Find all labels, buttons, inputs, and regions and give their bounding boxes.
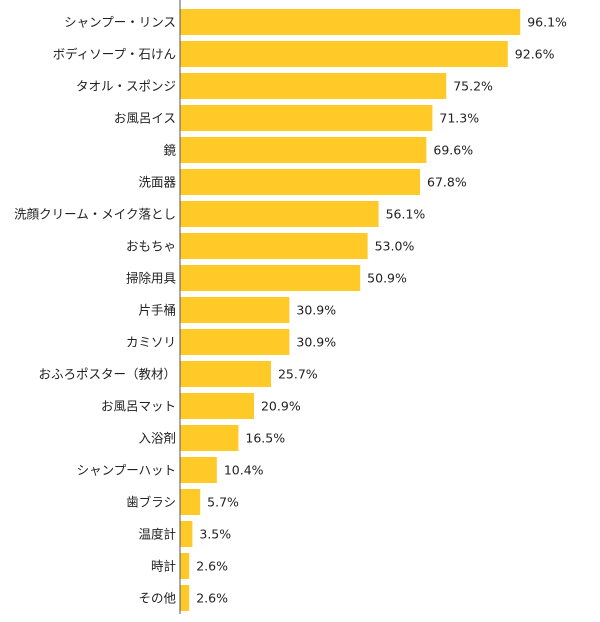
value-label: 20.9% [261, 399, 301, 414]
bar [180, 105, 433, 131]
bar [180, 521, 193, 547]
bars-group [180, 9, 521, 611]
category-label: シャンプー・リンス [64, 15, 176, 30]
value-label: 75.2% [453, 79, 493, 94]
bar [180, 553, 190, 579]
value-label: 67.8% [427, 175, 467, 190]
bar [180, 73, 447, 99]
bar [180, 361, 271, 387]
value-label: 30.9% [296, 303, 336, 318]
bar [180, 457, 217, 483]
value-label: 3.5% [199, 527, 231, 542]
category-label: 温度計 [138, 527, 176, 542]
value-label: 69.6% [433, 143, 473, 158]
bar [180, 137, 427, 163]
bar [180, 201, 379, 227]
category-label: 洗顔クリーム・メイク落とし [14, 207, 176, 222]
category-label: 洗面器 [138, 175, 176, 190]
bar [180, 9, 521, 35]
bar [180, 41, 508, 67]
category-label: 掃除用具 [126, 271, 177, 286]
value-label: 10.4% [224, 463, 264, 478]
bar [180, 329, 290, 355]
category-label: ボディソープ・石けん [53, 47, 176, 62]
value-label: 30.9% [296, 335, 336, 350]
category-label: その他 [138, 591, 176, 606]
value-label: 92.6% [515, 47, 555, 62]
category-label: 鏡 [163, 143, 176, 158]
value-label: 53.0% [375, 239, 415, 254]
value-label: 16.5% [245, 431, 285, 446]
value-labels: 96.1% 92.6% 75.2% 71.3% 69.6% 67.8% 56.1% 53.0%… [196, 15, 567, 606]
category-label: 時計 [151, 559, 176, 574]
bar [180, 393, 254, 419]
bar [180, 169, 421, 195]
category-label: おもちゃ [126, 239, 176, 254]
value-label: 5.7% [207, 495, 239, 510]
value-label: 96.1% [527, 15, 567, 30]
category-label: お風呂マット [101, 399, 176, 414]
value-label: 50.9% [367, 271, 407, 286]
bar [180, 297, 290, 323]
bar [180, 265, 361, 291]
bar [180, 233, 368, 259]
category-label: 入浴剤 [138, 431, 176, 446]
category-label: カミソリ [126, 335, 176, 350]
category-label: シャンプーハット [77, 463, 176, 478]
category-label: タオル・スポンジ [76, 79, 176, 94]
value-label: 71.3% [439, 111, 479, 126]
category-label: お風呂イス [114, 111, 176, 126]
category-label: 片手桶 [138, 303, 176, 318]
bar [180, 489, 201, 515]
value-label: 2.6% [196, 591, 228, 606]
category-labels: シャンプー・リンスボディソープ・石けんタオル・スポンジお風呂イス鏡洗面器洗顔クリ… [14, 15, 176, 606]
category-label: 歯ブラシ [126, 495, 176, 510]
category-label: おふろポスター（教材） [38, 367, 176, 382]
value-label: 25.7% [278, 367, 318, 382]
value-label: 56.1% [386, 207, 426, 222]
bar [180, 585, 190, 611]
bar [180, 425, 239, 451]
value-label: 2.6% [196, 559, 228, 574]
